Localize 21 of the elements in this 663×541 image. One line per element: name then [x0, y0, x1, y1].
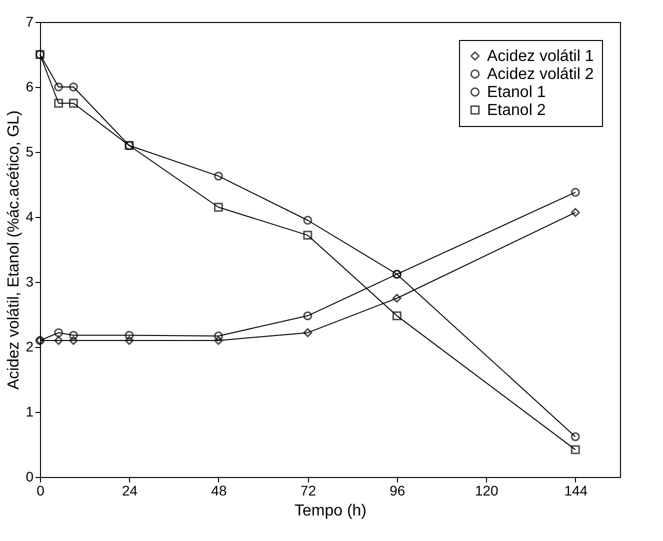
x-tick-label: 144: [564, 482, 588, 498]
y-tick-label: 5: [26, 144, 34, 160]
legend-label: Acidez volátil 2: [487, 66, 594, 83]
y-axis-title: Acidez volátil, Etanol (%ác.acético, GL): [6, 110, 23, 390]
y-tick-label: 1: [26, 404, 34, 420]
y-tick-label: 4: [26, 208, 34, 224]
x-tick-label: 0: [36, 482, 45, 498]
x-tick-label: 24: [122, 482, 138, 498]
y-tick-label: 7: [26, 14, 34, 30]
x-axis-title: Tempo (h): [294, 502, 367, 520]
x-tick-label: 96: [390, 482, 406, 498]
y-tick-label: 3: [26, 274, 34, 290]
legend-label: Etanol 1: [487, 84, 546, 101]
y-tick-label: 0: [26, 468, 34, 484]
x-tick-label: 48: [211, 482, 227, 498]
legend-label: Acidez volátil 1: [487, 48, 594, 65]
y-tick-label: 6: [26, 78, 34, 94]
legend-label: Etanol 2: [487, 102, 546, 119]
y-tick-label: 2: [26, 338, 34, 354]
x-tick-label: 120: [474, 482, 499, 498]
x-tick-label: 72: [300, 482, 316, 498]
